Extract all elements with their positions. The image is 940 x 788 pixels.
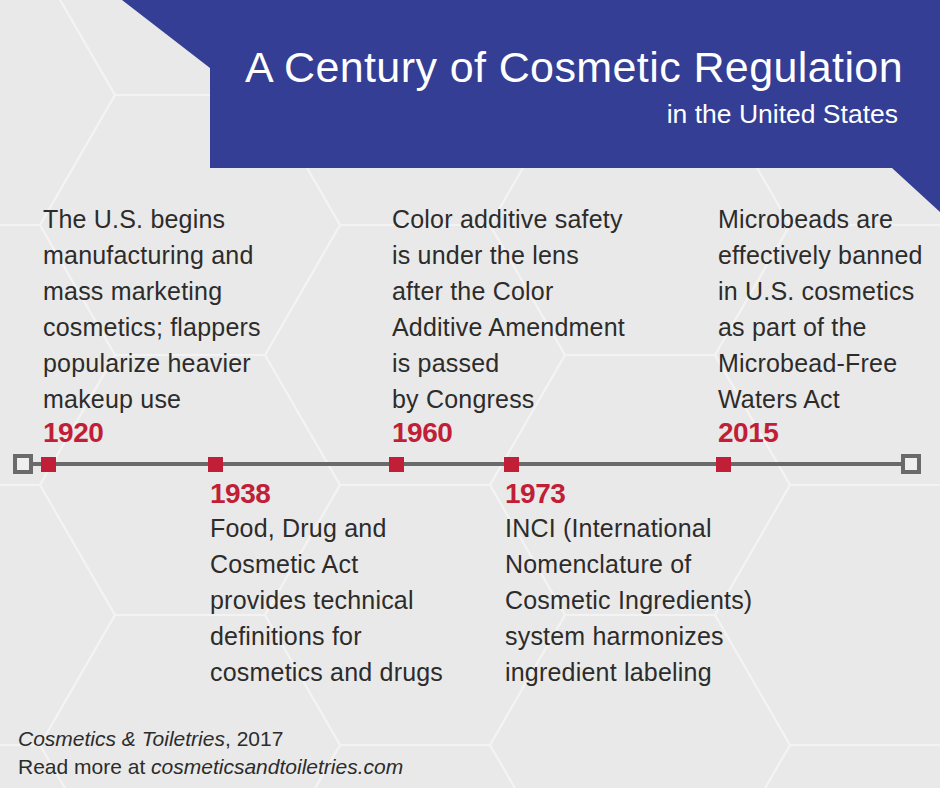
timeline-line — [23, 462, 911, 466]
read-more-prefix: Read more at — [18, 755, 151, 778]
infographic-canvas: A Century of Cosmetic Regulation in the … — [0, 0, 940, 788]
timeline-marker-1960 — [389, 457, 404, 472]
read-more-site: cosmeticsandtoiletries.com — [151, 755, 403, 778]
year-label-1920: 1920 — [43, 419, 103, 447]
timeline-marker-2015 — [716, 457, 731, 472]
event-text-1973: INCI (International Nomenclature of Cosm… — [505, 510, 752, 690]
event-text-1960: Color additive safety is under the lens … — [392, 201, 625, 417]
timeline-start-cap — [13, 454, 33, 474]
timeline-end-cap — [901, 454, 921, 474]
page-title: A Century of Cosmetic Regulation — [245, 46, 903, 89]
event-text-2015: Microbeads are effectively banned in U.S… — [718, 201, 923, 417]
event-text-1938: Food, Drug and Cosmetic Act provides tec… — [210, 510, 443, 690]
year-label-2015: 2015 — [718, 419, 778, 447]
year-label-1938: 1938 — [210, 480, 270, 508]
timeline-marker-1973 — [504, 457, 519, 472]
timeline-marker-1938 — [208, 457, 223, 472]
source-name: Cosmetics & Toiletries — [18, 727, 225, 750]
source-year: , 2017 — [225, 727, 283, 750]
year-label-1973: 1973 — [505, 480, 565, 508]
year-label-1960: 1960 — [392, 419, 452, 447]
event-text-1920: The U.S. begins manufacturing and mass m… — [43, 201, 261, 417]
timeline-marker-1920 — [41, 457, 56, 472]
read-more-line: Read more at cosmeticsandtoiletries.com — [18, 754, 403, 780]
source-citation: Cosmetics & Toiletries, 2017 — [18, 726, 283, 752]
page-subtitle: in the United States — [667, 101, 898, 128]
